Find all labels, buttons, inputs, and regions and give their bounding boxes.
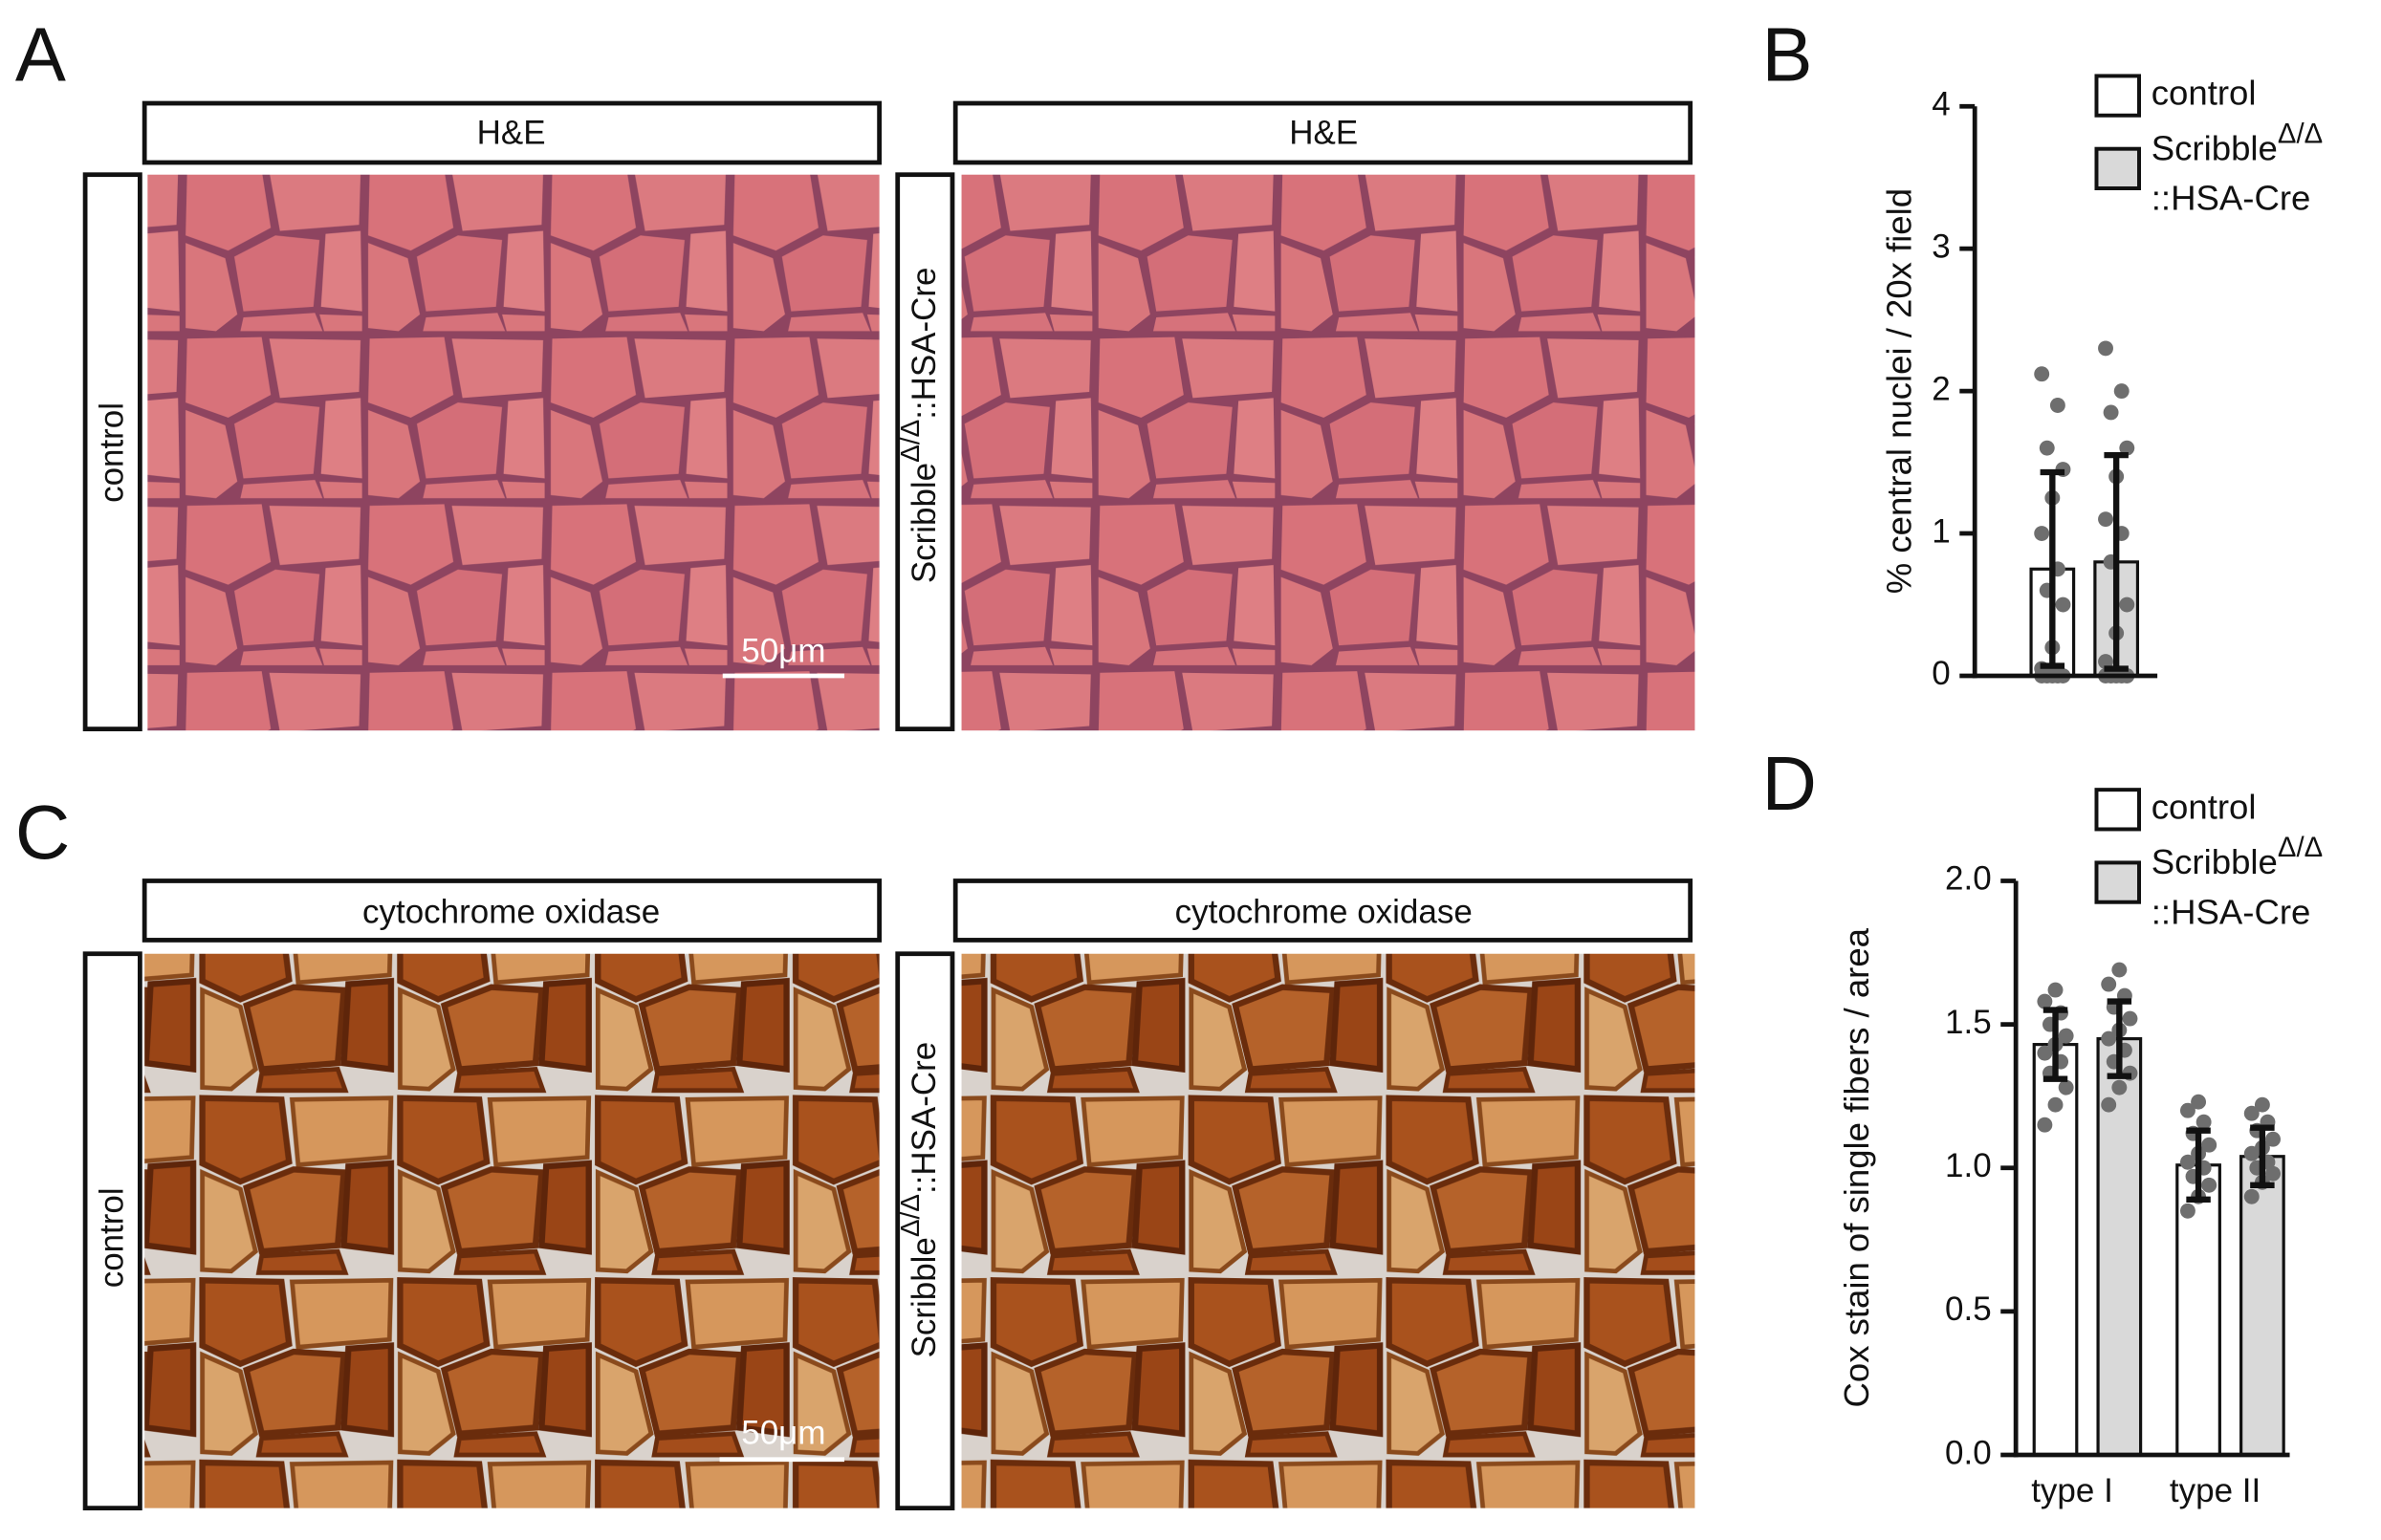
data-point [2179,1154,2195,1170]
legend-label: ScribbleΔ/Δ::HSA-Cre [2152,119,2323,217]
bar [2032,1043,2079,1457]
y-tick-label: 1 [1932,512,1950,550]
data-point [2058,1079,2074,1095]
data-point [2098,511,2113,528]
y-tick-label: 0.5 [1945,1291,1992,1328]
micrograph [961,174,1695,731]
y-tick-label: 2.0 [1945,860,1992,898]
y-tick-label: 4 [1932,85,1950,122]
y-tick-label: 2 [1932,370,1950,407]
data-point [2122,1010,2138,1027]
frames [82,100,1693,1511]
data-point [2055,596,2071,613]
y-axis-label: % central nuclei / 20x field [1879,188,1918,594]
y-tick-label: 1.0 [1945,1147,1992,1184]
data-point [2201,1137,2217,1153]
stain-header: cytochrome oxidase [362,894,660,931]
error-bar [2042,1007,2068,1082]
panel-letter: B [1761,12,1812,98]
data-point [2179,1102,2195,1118]
y-tick-label: 0 [1932,655,1950,692]
data-point [2098,654,2113,670]
micrograph [961,953,1695,1508]
stain-header: H&E [477,115,546,152]
data-point [2049,398,2065,413]
error-bar [2107,998,2132,1079]
data-point [2265,1131,2281,1147]
stain-header: H&E [1289,115,1358,152]
condition-label: ScribbleΔ/Δ::HSA-Cre [895,1042,943,1358]
data-point [2039,440,2055,456]
scale-label: 50μm [741,632,825,669]
condition-label: ScribbleΔ/Δ::HSA-Cre [895,268,943,584]
legend-label: control [2152,74,2257,113]
legend-swatch [2094,788,2142,832]
micrograph [144,953,880,1508]
data-point [2254,1096,2270,1113]
panel-letter: D [1761,741,1816,826]
data-point [2191,1094,2207,1110]
error-bar [2104,451,2129,672]
data-point [2119,596,2135,613]
panel-letter: C [15,790,70,875]
data-point [2243,1105,2260,1121]
y-tick-label: 3 [1932,228,1950,265]
legend-label: control [2152,787,2257,826]
data-point [2119,440,2135,456]
data-point [2265,1165,2281,1182]
data-point [2058,1028,2074,1044]
data-point [2098,340,2113,357]
data-point [2047,982,2064,998]
x-tick-label: type II [2170,1472,2261,1509]
data-point [2179,1203,2195,1219]
scale-label: 50μm [741,1415,825,1452]
condition-label: control [94,402,131,503]
error-bar [2250,1124,2275,1188]
error-bar [2040,468,2065,669]
legend-label: ScribbleΔ/Δ::HSA-Cre [2152,833,2323,931]
error-bar [2186,1127,2211,1203]
data-point [2034,366,2050,382]
data-point [2037,993,2053,1009]
y-tick-label: 0.0 [1945,1434,1992,1471]
data-point [2111,1079,2128,1095]
data-point [2111,962,2128,978]
legend-swatch [2094,146,2142,190]
condition-label: control [94,1187,131,1288]
data-point [2201,1177,2217,1193]
data-point [2101,976,2117,992]
data-point [2103,404,2119,421]
data-point [2034,526,2050,541]
data-point [2037,1117,2053,1133]
data-point [2101,1096,2117,1113]
data-point [2113,383,2130,400]
micrograph [147,174,880,731]
x-tick-label: type I [2031,1472,2113,1509]
stain-header: cytochrome oxidase [1175,894,1473,931]
legend-swatch [2094,860,2142,904]
y-axis-label: Cox stain of single fibers / area [1837,927,1876,1407]
data-point [2101,1030,2117,1047]
data-point [2243,1188,2260,1204]
y-tick-label: 1.5 [1945,1004,1992,1041]
data-point [2195,1114,2212,1130]
legend-swatch [2094,74,2142,118]
panel-letter: A [15,12,66,98]
data-point [2037,1045,2053,1061]
data-point [2047,1096,2064,1113]
